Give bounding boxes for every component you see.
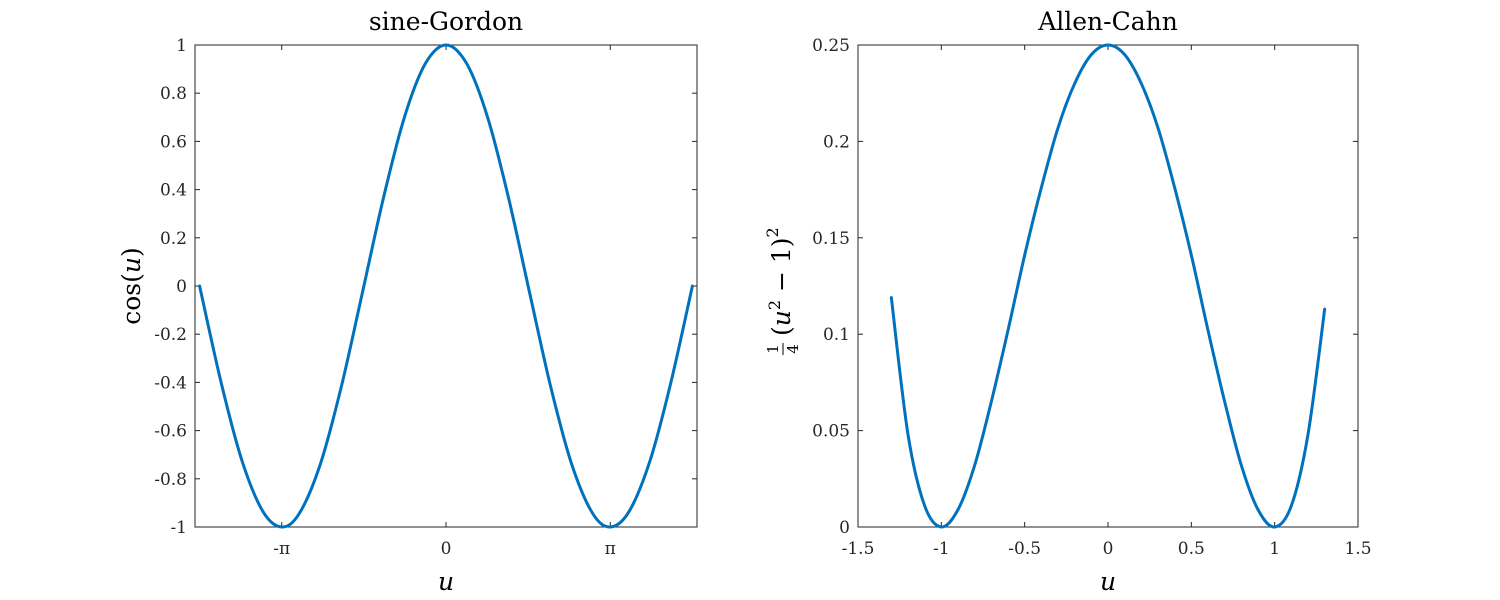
- svg-text:1: 1: [764, 344, 782, 354]
- chart-title: Allen-Cahn: [1037, 7, 1178, 36]
- y-tick-label: 0.15: [812, 229, 850, 249]
- plot-area: [857, 44, 1359, 528]
- y-tick-label: 0.2: [160, 229, 187, 249]
- y-tick-label: 0.4: [160, 181, 187, 201]
- y-tick-label: 1: [176, 36, 187, 56]
- x-tick-label: 0: [441, 539, 452, 559]
- x-tick-label: 1: [1269, 539, 1280, 559]
- x-axis-label: u: [438, 567, 454, 596]
- y-tick-label: -0.2: [154, 325, 187, 345]
- x-tick-label: -1: [933, 539, 950, 559]
- y-axis-label: cos(u): [117, 247, 146, 325]
- y-tick-label: 0.05: [812, 422, 850, 442]
- x-tick-label: -0.5: [1008, 539, 1041, 559]
- y-tick-label: 0.2: [823, 132, 850, 152]
- x-tick-label: 1.5: [1344, 539, 1371, 559]
- tick-group: -1.5 -1 -0.5 0 0.5 1 1.5 0 0.05 0.1 0.15 0.2 0.25: [812, 36, 1371, 559]
- chart-title: sine-Gordon: [369, 7, 523, 36]
- x-tick-label: 0.5: [1178, 539, 1205, 559]
- x-tick-label: -1.5: [842, 539, 875, 559]
- series-line: [198, 43, 694, 529]
- chart-sine-gordon: sine-Gordon u cos(u) -π 0 π-1-0.8-0.6-0.4-…: [117, 7, 698, 596]
- y-tick-label: 0.1: [823, 325, 850, 345]
- chart-allen-cahn: Allen-Cahn u 1 4 (u2 − 1)2 -1.5 -1 -0.5 0 0.…: [763, 7, 1372, 596]
- svg-text:(u2 − 1)2: (u2 − 1)2: [763, 227, 796, 336]
- plot-area: [194, 44, 698, 528]
- svg-text:4: 4: [784, 344, 802, 354]
- y-tick-label: -0.6: [154, 422, 187, 442]
- y-tick-label: 0.6: [160, 132, 187, 152]
- x-tick-label: 0: [1103, 539, 1114, 559]
- tick-group: -π 0 π -1 -0.8 -0.6 -0.4 -0.2 0 0.2 0.4 0.6 0.8 1: [154, 36, 697, 559]
- y-tick-label: -1: [170, 518, 187, 538]
- y-tick-label: 0: [176, 277, 187, 297]
- series-line: [889, 43, 1327, 529]
- x-tick-label: -π: [273, 539, 290, 559]
- x-tick-label: π: [605, 539, 616, 559]
- y-tick-label: -0.8: [154, 470, 187, 490]
- y-tick-label: -0.4: [154, 373, 187, 393]
- y-tick-label: 0.25: [812, 36, 850, 56]
- x-axis-label: u: [1100, 567, 1116, 596]
- y-tick-label: 0.8: [160, 84, 187, 104]
- y-axis-label: 1 4 (u2 − 1)2: [763, 227, 802, 355]
- y-tick-label: 0: [839, 518, 850, 538]
